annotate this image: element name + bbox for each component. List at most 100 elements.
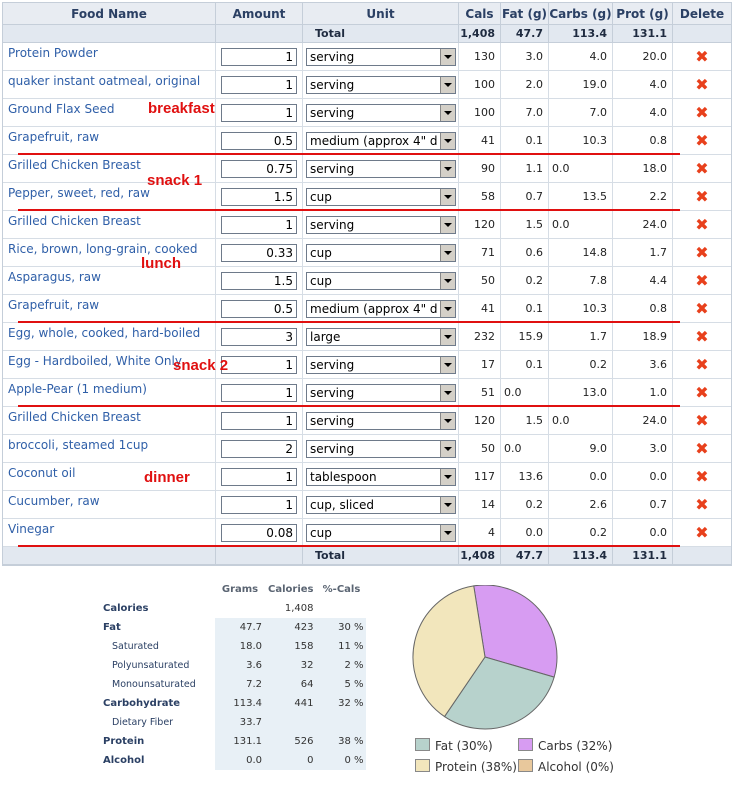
amount-input[interactable]: [221, 216, 297, 234]
food-name-link[interactable]: Ground Flax Seed: [3, 99, 216, 126]
amount-input[interactable]: [221, 412, 297, 430]
food-name-link[interactable]: broccoli, steamed 1cup: [3, 435, 216, 462]
food-name-link[interactable]: Asparagus, raw: [3, 267, 216, 294]
unit-select[interactable]: medium (approx 4" dia: [306, 132, 456, 150]
food-name-link[interactable]: Pepper, sweet, red, raw: [3, 183, 216, 210]
amount-input[interactable]: [221, 328, 297, 346]
chevron-down-icon[interactable]: [440, 301, 455, 317]
unit-select[interactable]: serving: [306, 160, 456, 178]
header-fat[interactable]: Fat (g): [501, 3, 549, 24]
amount-input[interactable]: [221, 244, 297, 262]
food-name-link[interactable]: Rice, brown, long-grain, cooked: [3, 239, 216, 266]
food-name-link[interactable]: Protein Powder: [3, 43, 216, 70]
delete-icon[interactable]: ✖: [695, 383, 709, 402]
unit-select[interactable]: cup: [306, 272, 456, 290]
unit-select[interactable]: cup: [306, 524, 456, 542]
chevron-down-icon[interactable]: [440, 441, 455, 457]
delete-icon[interactable]: ✖: [695, 299, 709, 318]
unit-select[interactable]: serving: [306, 440, 456, 458]
food-name-link[interactable]: Egg - Hardboiled, White Only: [3, 351, 216, 378]
chevron-down-icon[interactable]: [440, 329, 455, 345]
food-name-link[interactable]: Grilled Chicken Breast: [3, 155, 216, 182]
delete-icon[interactable]: ✖: [695, 159, 709, 178]
header-cals[interactable]: Cals: [459, 3, 501, 24]
amount-input[interactable]: [221, 300, 297, 318]
unit-select[interactable]: cup: [306, 244, 456, 262]
delete-icon[interactable]: ✖: [695, 75, 709, 94]
delete-icon[interactable]: ✖: [695, 355, 709, 374]
delete-icon[interactable]: ✖: [695, 215, 709, 234]
chevron-down-icon[interactable]: [440, 77, 455, 93]
food-name-link[interactable]: Apple-Pear (1 medium): [3, 379, 216, 406]
unit-select[interactable]: serving: [306, 48, 456, 66]
chevron-down-icon[interactable]: [440, 217, 455, 233]
food-name-link[interactable]: Grilled Chicken Breast: [3, 407, 216, 434]
fat-value: 13.6: [501, 463, 549, 490]
delete-icon[interactable]: ✖: [695, 187, 709, 206]
amount-input[interactable]: [221, 188, 297, 206]
unit-select[interactable]: serving: [306, 216, 456, 234]
delete-icon[interactable]: ✖: [695, 243, 709, 262]
unit-select[interactable]: serving: [306, 384, 456, 402]
food-name-link[interactable]: Grapefruit, raw: [3, 127, 216, 154]
amount-input[interactable]: [221, 272, 297, 290]
chevron-down-icon[interactable]: [440, 245, 455, 261]
header-unit[interactable]: Unit: [303, 3, 459, 24]
chevron-down-icon[interactable]: [440, 105, 455, 121]
unit-select[interactable]: serving: [306, 104, 456, 122]
chevron-down-icon[interactable]: [440, 413, 455, 429]
unit-select[interactable]: medium (approx 4" dia: [306, 300, 456, 318]
amount-input[interactable]: [221, 160, 297, 178]
summary-calories: 0: [265, 751, 317, 770]
chevron-down-icon[interactable]: [440, 469, 455, 485]
delete-icon[interactable]: ✖: [695, 411, 709, 430]
chevron-down-icon[interactable]: [440, 133, 455, 149]
amount-input[interactable]: [221, 496, 297, 514]
amount-input[interactable]: [221, 104, 297, 122]
delete-icon[interactable]: ✖: [695, 103, 709, 122]
chevron-down-icon[interactable]: [440, 525, 455, 541]
amount-input[interactable]: [221, 468, 297, 486]
chevron-down-icon[interactable]: [440, 273, 455, 289]
food-name-link[interactable]: Cucumber, raw: [3, 491, 216, 518]
food-name-link[interactable]: Egg, whole, cooked, hard-boiled: [3, 323, 216, 350]
amount-input[interactable]: [221, 440, 297, 458]
food-name-link[interactable]: Coconut oil: [3, 463, 216, 490]
delete-icon[interactable]: ✖: [695, 439, 709, 458]
unit-select[interactable]: serving: [306, 356, 456, 374]
amount-input[interactable]: [221, 48, 297, 66]
delete-icon[interactable]: ✖: [695, 495, 709, 514]
unit-select[interactable]: serving: [306, 412, 456, 430]
header-food-name[interactable]: Food Name: [3, 3, 216, 24]
food-name-link[interactable]: Grilled Chicken Breast: [3, 211, 216, 238]
header-carbs[interactable]: Carbs (g): [549, 3, 613, 24]
food-name-link[interactable]: Vinegar: [3, 519, 216, 546]
amount-input[interactable]: [221, 384, 297, 402]
delete-icon[interactable]: ✖: [695, 523, 709, 542]
chevron-down-icon[interactable]: [440, 385, 455, 401]
chevron-down-icon[interactable]: [440, 189, 455, 205]
amount-input[interactable]: [221, 356, 297, 374]
delete-icon[interactable]: ✖: [695, 131, 709, 150]
delete-icon[interactable]: ✖: [695, 47, 709, 66]
chevron-down-icon[interactable]: [440, 357, 455, 373]
food-name-link[interactable]: Grapefruit, raw: [3, 295, 216, 322]
chevron-down-icon[interactable]: [440, 161, 455, 177]
chevron-down-icon[interactable]: [440, 49, 455, 65]
amount-input[interactable]: [221, 132, 297, 150]
amount-input[interactable]: [221, 524, 297, 542]
header-amount[interactable]: Amount: [216, 3, 303, 24]
unit-select[interactable]: cup, sliced: [306, 496, 456, 514]
unit-select[interactable]: tablespoon: [306, 468, 456, 486]
delete-icon[interactable]: ✖: [695, 467, 709, 486]
unit-select[interactable]: serving: [306, 76, 456, 94]
summary-pct: 38 %: [316, 732, 367, 751]
unit-select[interactable]: cup: [306, 188, 456, 206]
chevron-down-icon[interactable]: [440, 497, 455, 513]
delete-icon[interactable]: ✖: [695, 271, 709, 290]
delete-icon[interactable]: ✖: [695, 327, 709, 346]
food-name-link[interactable]: quaker instant oatmeal, original: [3, 71, 216, 98]
unit-select[interactable]: large: [306, 328, 456, 346]
header-prot[interactable]: Prot (g): [613, 3, 673, 24]
amount-input[interactable]: [221, 76, 297, 94]
